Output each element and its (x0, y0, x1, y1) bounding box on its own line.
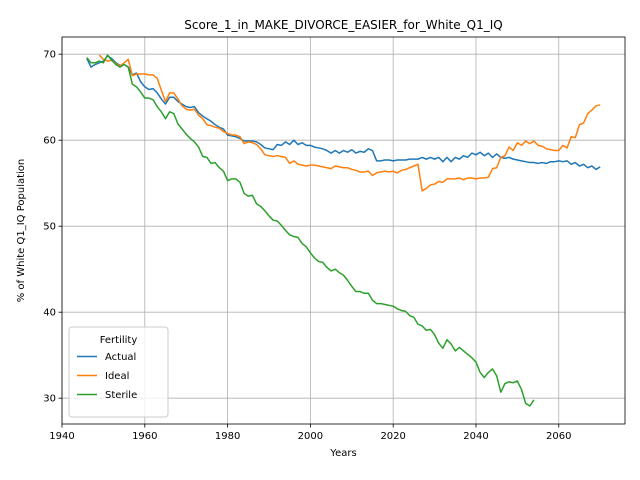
legend-title: Fertility (100, 335, 138, 346)
y-tick-label: 40 (43, 308, 56, 319)
x-tick-label: 2060 (546, 431, 571, 442)
series-line-sterile (86, 54, 535, 407)
axes-frame (61, 36, 626, 425)
series-line-actual (86, 55, 601, 171)
chart-title: Score_1_in_MAKE_DIVORCE_EASIER_for_White… (184, 18, 502, 32)
axis-ticks: 1940 1960 1980 2000 2020 2040 2060 30 40 50 60 70 (43, 50, 571, 442)
x-tick-label: 2040 (463, 431, 488, 442)
y-tick-label: 30 (43, 394, 56, 405)
legend-items: Actual Ideal Sterile (77, 352, 137, 401)
y-axis-label: % of White Q1_IQ Population (16, 159, 27, 303)
y-tick-label: 50 (43, 222, 56, 233)
x-axis-label: Years (329, 448, 356, 459)
x-tick-label: 2000 (298, 431, 323, 442)
series-line-ideal (98, 54, 601, 192)
legend-label-ideal: Ideal (105, 371, 129, 382)
x-tick-label: 1980 (215, 431, 240, 442)
legend-label-actual: Actual (105, 352, 136, 363)
x-tick-label: 2020 (380, 431, 405, 442)
plot-lines (86, 54, 601, 407)
x-tick-label: 1940 (49, 431, 74, 442)
y-tick-label: 70 (43, 50, 56, 61)
y-tick-label: 60 (43, 136, 56, 147)
x-tick-label: 1960 (132, 431, 157, 442)
legend: Fertility Actual Ideal Sterile (68, 326, 169, 418)
legend-label-sterile: Sterile (105, 390, 137, 401)
